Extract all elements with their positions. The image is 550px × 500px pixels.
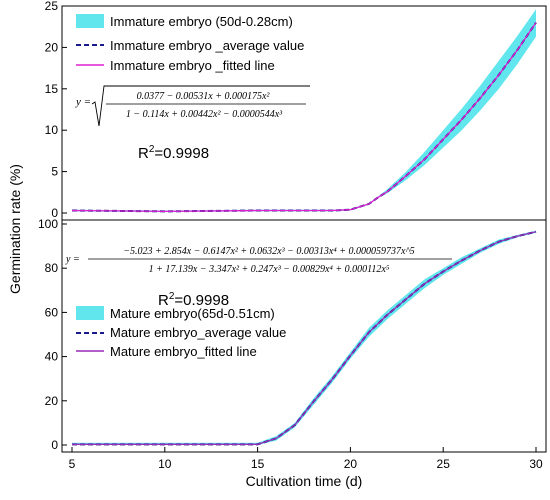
bottom-equation: y = −5.023 + 2.854x − 0.6147x² + 0.0632x…	[65, 246, 452, 275]
top-legend-average-label: Immature embryo _average value	[110, 38, 304, 53]
bottom-panel-data	[72, 230, 537, 446]
top-equation-lhs: y =	[75, 96, 91, 108]
bottom-plot-frame	[61, 219, 547, 453]
top-equation-denominator: 1 − 0.114x + 0.00442x² − 0.0000544x³	[126, 109, 283, 120]
x-tick-label: 25	[437, 457, 451, 471]
x-axis-label: Cultivation time (d)	[246, 473, 363, 489]
top-y-tick-label: 15	[45, 82, 59, 96]
bottom-y-tick-label: 40	[45, 350, 59, 364]
bottom-legend-band-swatch	[76, 306, 104, 320]
top-legend: Immature embryo (50d-0.28cm) Immature em…	[76, 14, 304, 73]
bottom-r-squared: R2=0.9998	[158, 291, 229, 309]
bottom-series-fitted-line	[72, 231, 537, 445]
top-equation-sqrt-sign	[91, 85, 310, 127]
bottom-series-band	[72, 230, 536, 445]
top-y-tick-label: 20	[45, 40, 59, 54]
top-y-tick-label: 5	[51, 165, 58, 179]
y-axis-label: Germination rate (%)	[7, 164, 23, 294]
top-y-tick-label: 10	[45, 123, 59, 137]
x-tick-label: 20	[344, 457, 358, 471]
top-panel-data	[71, 9, 537, 213]
top-equation: y = 0.0377 − 0.00531x + 0.000175x² 1 − 0…	[75, 85, 310, 127]
bottom-equation-numerator: −5.023 + 2.854x − 0.6147x² + 0.0632x³ − …	[123, 246, 414, 257]
bottom-equation-lhs: y =	[65, 254, 80, 265]
bottom-legend-average-label: Mature embryo_average value	[110, 325, 286, 340]
top-r-squared-letter: R	[138, 145, 149, 162]
x-tick-label: 30	[529, 457, 543, 471]
top-r-squared-value: =0.9998	[154, 145, 209, 162]
bottom-legend-band-label: Mature embryo(65d-0.51cm)	[110, 306, 275, 321]
bottom-legend: Mature embryo(65d-0.51cm) Mature embryo_…	[76, 306, 286, 359]
bottom-r-squared-value: =0.9998	[174, 292, 229, 309]
x-tick-label: 15	[251, 457, 265, 471]
bottom-legend-fitted-label: Mature embryo_fitted line	[110, 344, 257, 359]
top-series-fitted-line	[71, 22, 537, 212]
bottom-r-squared-letter: R	[158, 292, 169, 309]
bottom-y-tick-label: 60	[45, 305, 59, 319]
bottom-y-tick-label: 100	[38, 217, 58, 231]
top-equation-numerator: 0.0377 − 0.00531x + 0.000175x²	[137, 91, 271, 102]
x-tick-label: 10	[158, 457, 172, 471]
bottom-r-squared-sup: 2	[169, 291, 175, 302]
top-series-band	[72, 9, 536, 213]
top-legend-band-label: Immature embryo (50d-0.28cm)	[110, 14, 293, 29]
bottom-y-tick-label: 80	[45, 261, 59, 275]
bottom-y-tick-label: 20	[45, 394, 59, 408]
top-y-tick-label: 25	[45, 0, 59, 13]
top-r-squared-sup: 2	[149, 144, 155, 155]
bottom-equation-denominator: 1 + 17.139x − 3.347x² + 0.247x³ − 0.0082…	[149, 264, 390, 275]
bottom-y-tick-label: 0	[51, 438, 58, 452]
top-legend-fitted-label: Immature embryo _fitted line	[110, 58, 275, 73]
x-tick-label: 5	[69, 457, 76, 471]
top-r-squared: R2=0.9998	[138, 144, 209, 162]
top-y-tick-label: 0	[51, 206, 58, 220]
top-legend-band-swatch	[76, 14, 104, 28]
